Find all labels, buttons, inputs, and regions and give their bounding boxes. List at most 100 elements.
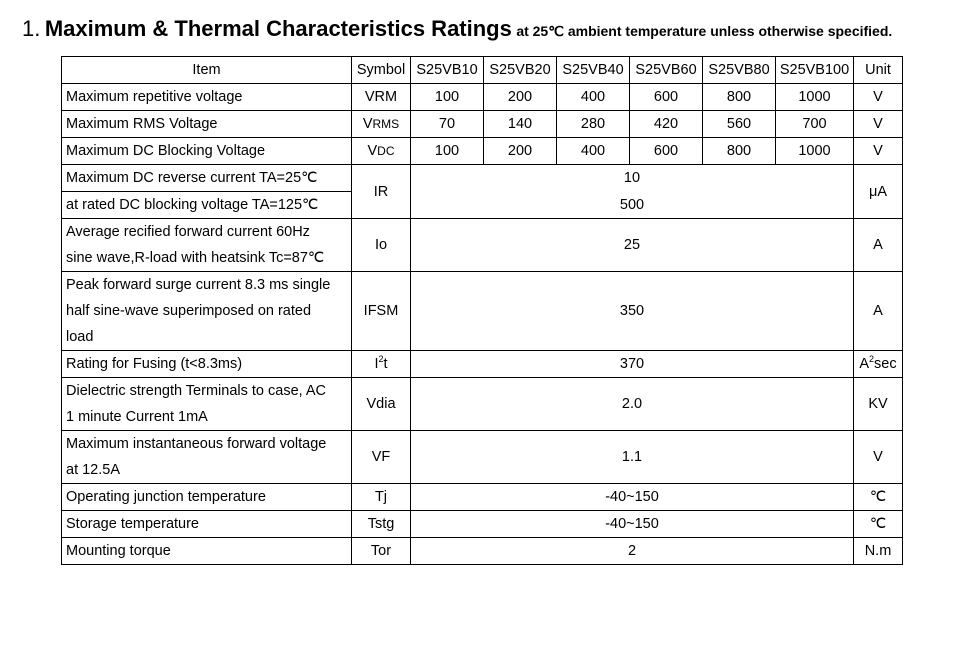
table-row: Mounting torque Tor 2 N.m xyxy=(61,537,903,565)
value-cell: -40~150 xyxy=(410,483,854,511)
unit-cell: N.m xyxy=(853,537,903,565)
value-cell: 100 xyxy=(410,137,484,165)
header-item: Item xyxy=(61,56,352,84)
unit-tail: sec xyxy=(874,356,897,372)
unit-cell: V xyxy=(853,137,903,165)
symbol-cell: Tor xyxy=(351,537,411,565)
value-cell: 400 xyxy=(556,83,630,111)
item-cell: at rated DC blocking voltage TA=125℃ xyxy=(61,191,352,219)
item-line: Maximum instantaneous forward voltage xyxy=(66,436,327,452)
value-cell: 400 xyxy=(556,137,630,165)
table-row: Maximum DC reverse current TA=25℃ IR 10 … xyxy=(61,164,903,219)
value-cell: 700 xyxy=(775,110,854,138)
symbol-subscript: DC xyxy=(377,144,395,158)
section-number: 1. xyxy=(22,16,41,41)
value-cell: 800 xyxy=(702,83,776,111)
section-heading: 1. Maximum & Thermal Characteristics Rat… xyxy=(22,16,892,42)
table-row: Operating junction temperature Tj -40~15… xyxy=(61,483,903,511)
item-cell: Maximum instantaneous forward voltage at… xyxy=(61,430,352,484)
value-cell: 25 xyxy=(410,218,854,272)
value-cell: 10 xyxy=(410,164,854,192)
unit-superscript: 2 xyxy=(869,354,875,365)
value-cell: 420 xyxy=(629,110,703,138)
table-row: Maximum RMS Voltage VRMS 70 140 280 420 … xyxy=(61,110,903,138)
section-subtitle: at 25℃ ambient temperature unless otherw… xyxy=(516,23,893,39)
symbol-cell: VRM xyxy=(351,83,411,111)
header-symbol: Symbol xyxy=(351,56,411,84)
value-cell: 70 xyxy=(410,110,484,138)
item-cell: Mounting torque xyxy=(61,537,352,565)
unit-cell: ℃ xyxy=(853,483,903,511)
unit-cell: A2sec xyxy=(853,350,903,378)
header-unit: Unit xyxy=(853,56,903,84)
table-row: Dielectric strength Terminals to case, A… xyxy=(61,377,903,431)
value-cell: 370 xyxy=(410,350,854,378)
item-cell: Rating for Fusing (t<8.3ms) xyxy=(61,350,352,378)
value-cell: 2 xyxy=(410,537,854,565)
table-row: Maximum DC Blocking Voltage VDC 100 200 … xyxy=(61,137,903,165)
table-row: Storage temperature Tstg -40~150 ℃ xyxy=(61,510,903,538)
table-row: Maximum repetitive voltage VRM 100 200 4… xyxy=(61,83,903,111)
value-cell: -40~150 xyxy=(410,510,854,538)
item-cell: Storage temperature xyxy=(61,510,352,538)
value-cell: 600 xyxy=(629,83,703,111)
header-model: S25VB10 xyxy=(410,56,484,84)
symbol-cell: I2t xyxy=(351,350,411,378)
symbol-cell: VRMS xyxy=(351,110,411,138)
header-model: S25VB20 xyxy=(483,56,557,84)
table-row: Rating for Fusing (t<8.3ms) I2t 370 A2se… xyxy=(61,350,903,378)
symbol-cell: VDC xyxy=(351,137,411,165)
section-title: Maximum & Thermal Characteristics Rating… xyxy=(44,16,512,41)
item-cell: Operating junction temperature xyxy=(61,483,352,511)
symbol-subscript: RMS xyxy=(372,117,400,131)
table-row: Maximum instantaneous forward voltage at… xyxy=(61,430,903,484)
item-cell: Maximum DC Blocking Voltage xyxy=(61,137,352,165)
header-model: S25VB80 xyxy=(702,56,776,84)
value-cell: 350 xyxy=(410,271,854,351)
value-cell: 2.0 xyxy=(410,377,854,431)
value-cell: 100 xyxy=(410,83,484,111)
symbol-cell: IR xyxy=(351,164,411,219)
unit-cell: V xyxy=(853,83,903,111)
symbol-superscript: 2 xyxy=(378,354,384,365)
item-cell: Maximum RMS Voltage xyxy=(61,110,352,138)
unit-cell: A xyxy=(853,218,903,272)
item-cell: Average recified forward current 60Hz si… xyxy=(61,218,352,272)
value-cell: 500 xyxy=(410,191,854,219)
item-cell: Peak forward surge current 8.3 ms single… xyxy=(61,271,352,351)
table-row: Average recified forward current 60Hz si… xyxy=(61,218,903,272)
item-line: sine wave,R-load with heatsink Tc=87℃ xyxy=(66,250,325,266)
header-model: S25VB60 xyxy=(629,56,703,84)
ratings-table: Item Symbol S25VB10 S25VB20 S25VB40 S25V… xyxy=(61,56,903,565)
value-cell: 800 xyxy=(702,137,776,165)
value-cell: 600 xyxy=(629,137,703,165)
symbol-cell: VF xyxy=(351,430,411,484)
symbol-cell: Tstg xyxy=(351,510,411,538)
table-row: at rated DC blocking voltage TA=125℃ 500 xyxy=(61,191,903,219)
header-row: Item Symbol S25VB10 S25VB20 S25VB40 S25V… xyxy=(61,56,903,84)
item-line: Dielectric strength Terminals to case, A… xyxy=(66,383,327,399)
value-cell: 200 xyxy=(483,137,557,165)
symbol-cell: Tj xyxy=(351,483,411,511)
value-cell: 140 xyxy=(483,110,557,138)
item-cell: Maximum repetitive voltage xyxy=(61,83,352,111)
value-cell: 1.1 xyxy=(410,430,854,484)
symbol-cell: IFSM xyxy=(351,271,411,351)
symbol-main: V xyxy=(362,116,373,132)
item-line: half sine-wave superimposed on rated xyxy=(66,303,312,319)
table-row: Peak forward surge current 8.3 ms single… xyxy=(61,271,903,351)
symbol-cell: Vdia xyxy=(351,377,411,431)
unit-cell: A xyxy=(853,271,903,351)
value-cell: 1000 xyxy=(775,83,854,111)
item-line: Peak forward surge current 8.3 ms single xyxy=(66,277,331,293)
value-cell: 560 xyxy=(702,110,776,138)
value-cell: 200 xyxy=(483,83,557,111)
item-line: 1 minute Current 1mA xyxy=(66,409,208,425)
symbol-main: V xyxy=(367,143,378,159)
item-cell: Maximum DC reverse current TA=25℃ xyxy=(61,164,352,192)
unit-cell: V xyxy=(853,430,903,484)
item-line: at 12.5A xyxy=(66,462,121,478)
unit-cell: V xyxy=(853,110,903,138)
symbol-tail: t xyxy=(383,356,388,372)
value-cell: 280 xyxy=(556,110,630,138)
